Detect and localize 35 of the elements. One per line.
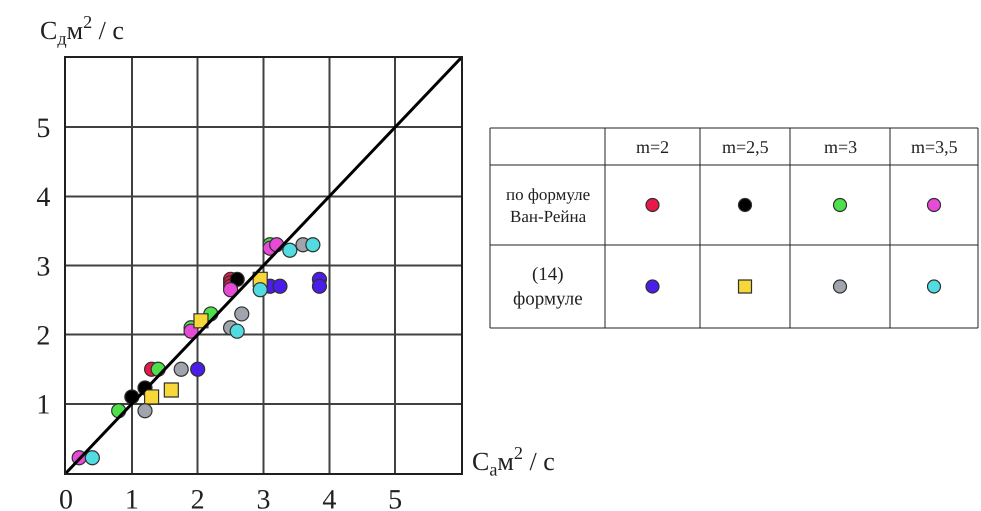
y-tick-label: 2: [36, 320, 50, 352]
y-tick-label: 3: [36, 251, 50, 282]
text: m=3: [824, 137, 858, 157]
x-tick-label: 0: [59, 484, 73, 511]
point: [312, 278, 328, 294]
point: [144, 389, 160, 405]
text: m=2: [636, 137, 670, 157]
y-tick-label: 4: [36, 182, 50, 214]
text: m=2,5: [722, 137, 769, 157]
x-tick-label: 3: [256, 484, 270, 511]
y-tick-label: 5: [36, 112, 50, 144]
point: [222, 282, 238, 298]
point: [252, 282, 268, 298]
y-tick-label: 1: [36, 390, 50, 421]
point: [230, 324, 245, 339]
text: по формуле Ван-Рейна: [506, 185, 590, 226]
point: [137, 403, 153, 418]
point: [282, 242, 298, 258]
point: [234, 306, 250, 322]
x-tick-label: 5: [388, 484, 402, 511]
point: [230, 272, 245, 287]
point: [305, 237, 320, 252]
x-tick-label: 4: [322, 484, 336, 511]
point: [272, 278, 288, 294]
point: [84, 450, 100, 466]
x-tick-label: 2: [190, 484, 205, 511]
point: [174, 362, 189, 377]
text: m=3,5: [911, 137, 958, 157]
y-axis-title: C$_{д}$м$^{2}$ / с: [40, 12, 124, 48]
text: (14) формуле: [513, 264, 583, 310]
point: [193, 313, 209, 328]
point: [190, 362, 206, 377]
point: [164, 382, 179, 398]
x-tick-label: 1: [124, 484, 139, 511]
x-axis-title: C$_{a}$м$^{2}$ / с: [472, 443, 555, 480]
